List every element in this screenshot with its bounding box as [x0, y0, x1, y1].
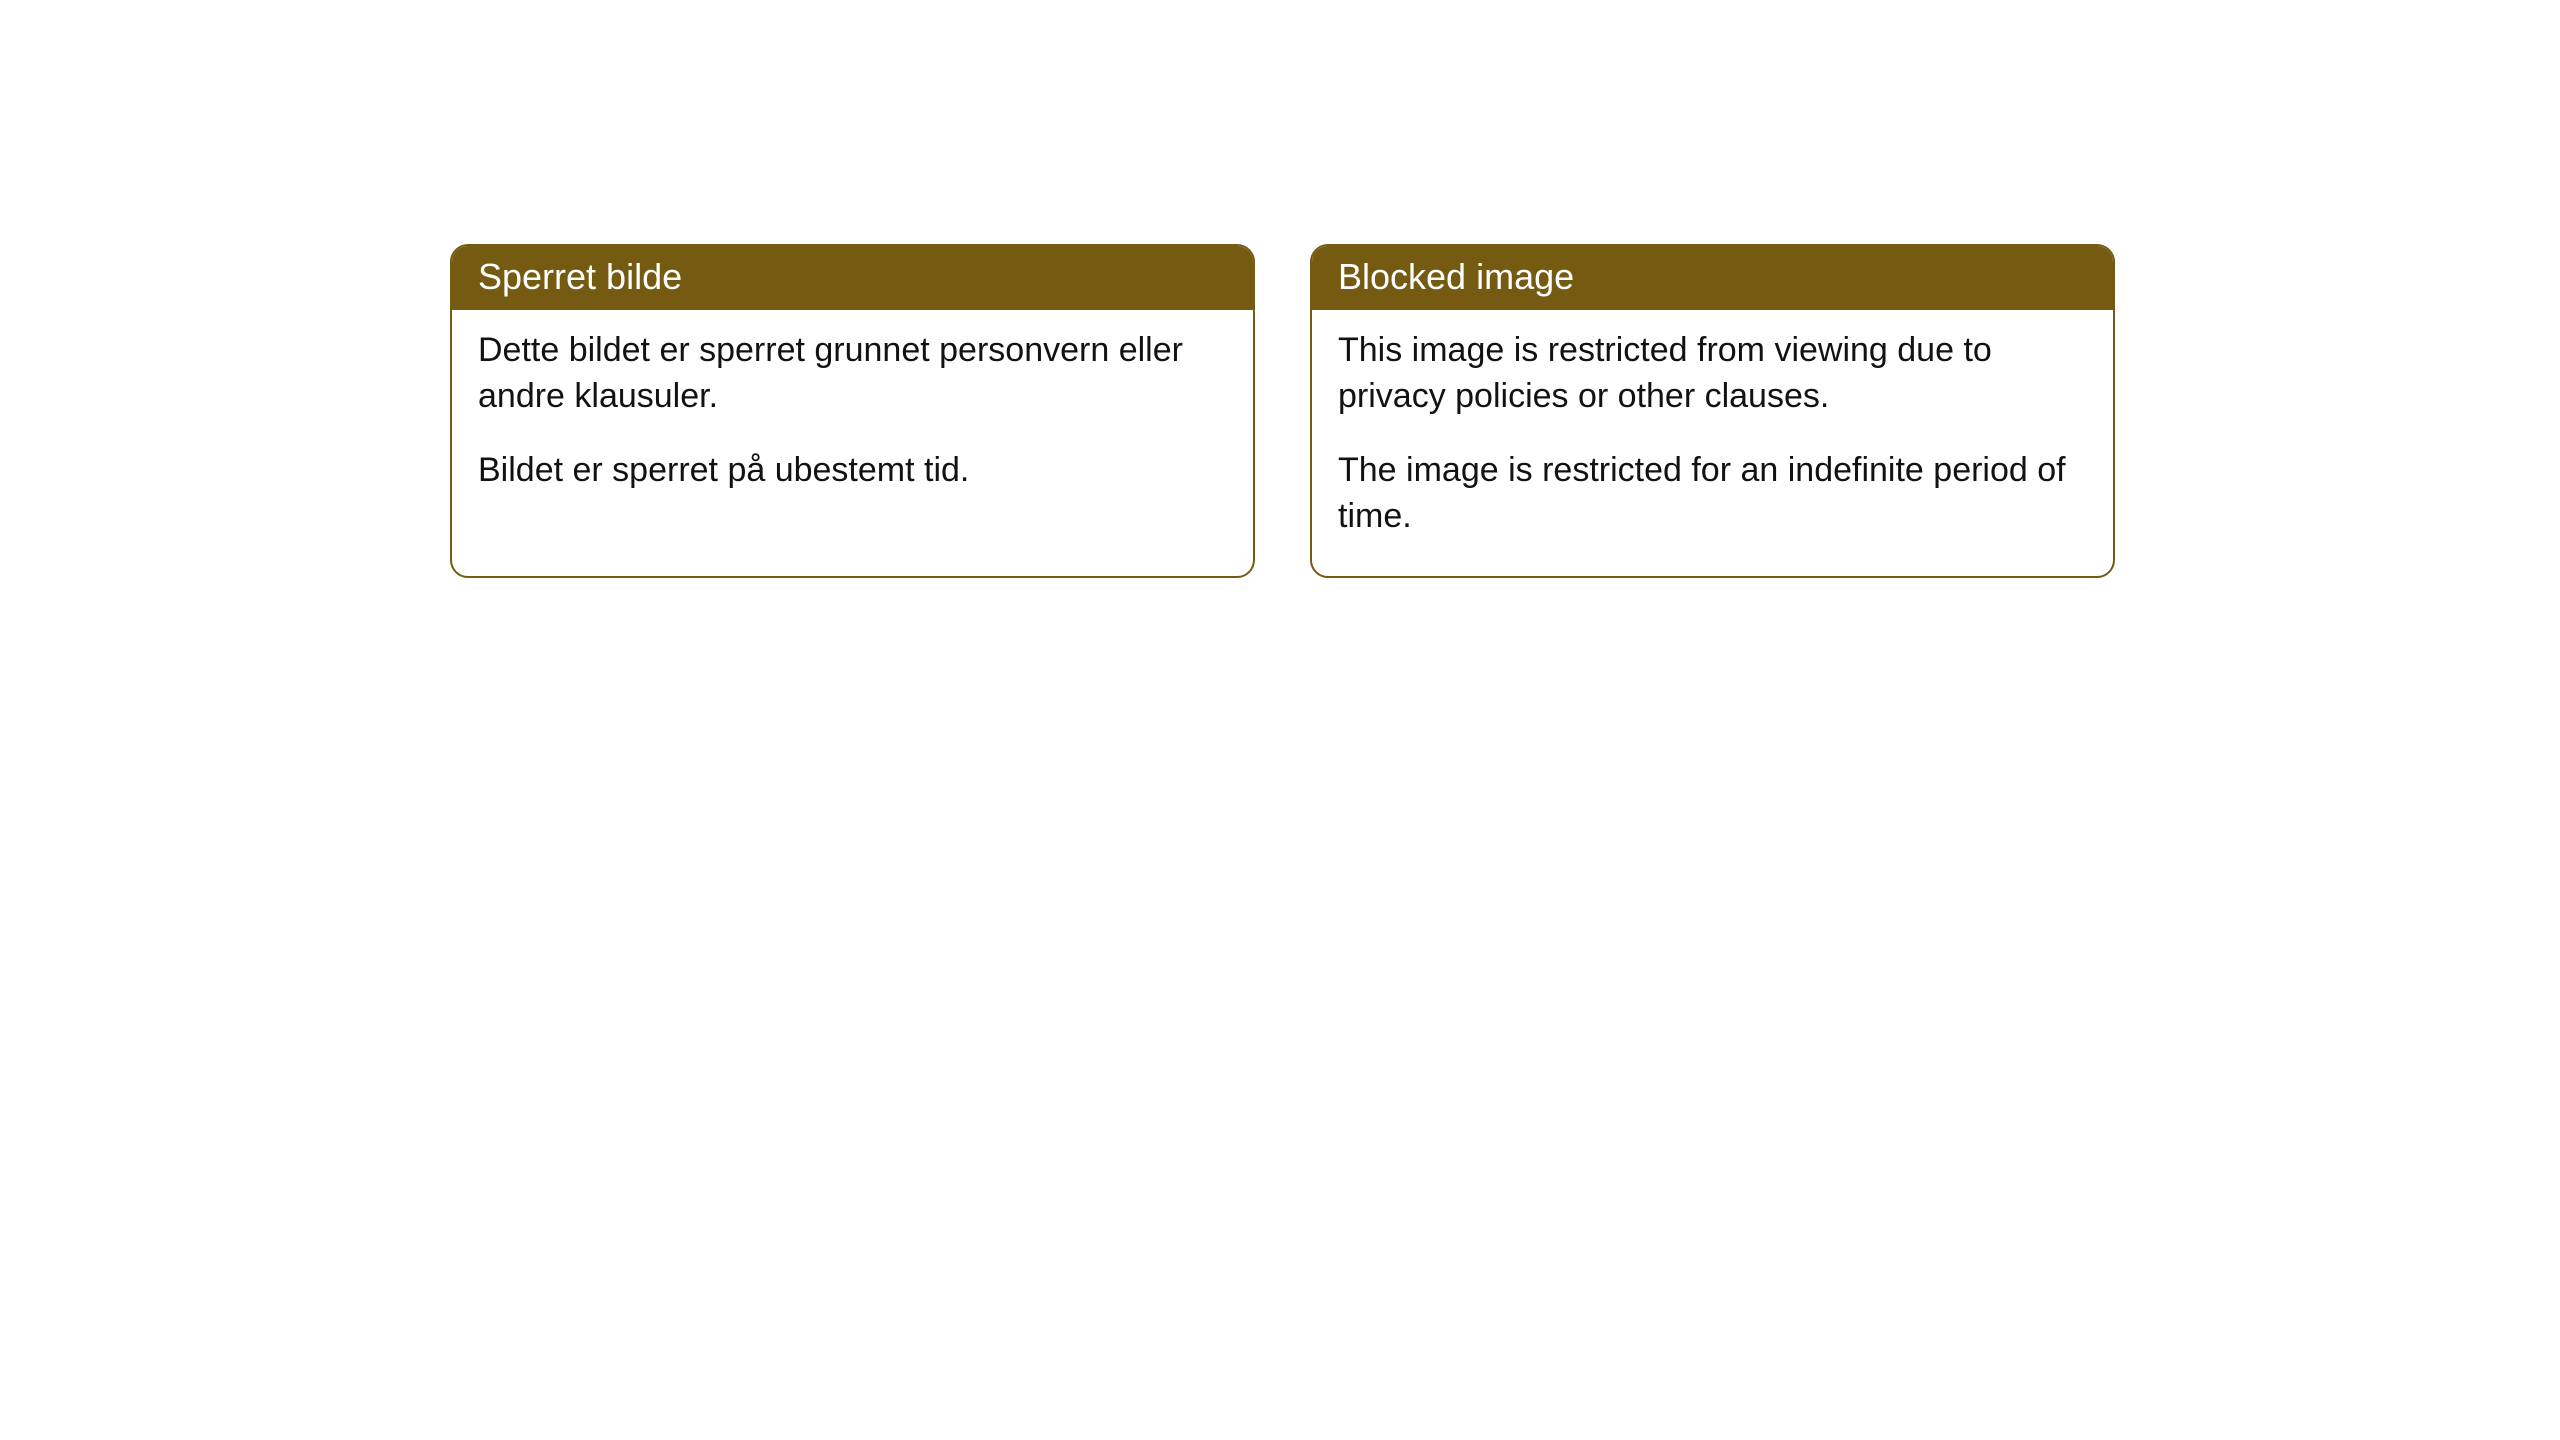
notice-card-norwegian: Sperret bilde Dette bildet er sperret gr…	[450, 244, 1255, 578]
notice-body: Dette bildet er sperret grunnet personve…	[452, 310, 1253, 530]
notice-container: Sperret bilde Dette bildet er sperret gr…	[450, 244, 2115, 578]
notice-text-line-1: Dette bildet er sperret grunnet personve…	[478, 328, 1227, 420]
notice-text-line-1: This image is restricted from viewing du…	[1338, 328, 2087, 420]
notice-text-line-2: Bildet er sperret på ubestemt tid.	[478, 448, 1227, 494]
notice-title: Sperret bilde	[478, 256, 682, 297]
notice-body: This image is restricted from viewing du…	[1312, 310, 2113, 576]
notice-text-line-2: The image is restricted for an indefinit…	[1338, 448, 2087, 540]
notice-header: Blocked image	[1312, 246, 2113, 310]
notice-title: Blocked image	[1338, 256, 1574, 297]
notice-card-english: Blocked image This image is restricted f…	[1310, 244, 2115, 578]
notice-header: Sperret bilde	[452, 246, 1253, 310]
